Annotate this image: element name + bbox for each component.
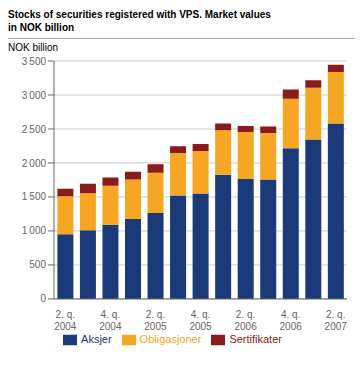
svg-text:2 500: 2 500: [22, 124, 47, 135]
svg-text:500: 500: [29, 259, 46, 270]
svg-text:2. q.2007: 2. q.2007: [325, 309, 348, 332]
html-text:Obligasjoner: Obligasjoner: [139, 332, 202, 345]
svg-text:4. q.2006: 4. q.2006: [280, 309, 303, 332]
svg-text:4. q.2004: 4. q.2004: [99, 309, 122, 332]
svg-text:2. q.2006: 2. q.2006: [234, 309, 257, 332]
svg-text:1 500: 1 500: [22, 191, 47, 202]
html-text:Aksjer: Aksjer: [81, 332, 112, 345]
svg-text:3 500: 3 500: [22, 56, 47, 67]
svg-text:0: 0: [40, 293, 46, 304]
html-text:NOK billion: NOK billion: [8, 42, 58, 53]
svg-text:2 000: 2 000: [22, 158, 47, 169]
svg-text:4. q.2005: 4. q.2005: [189, 309, 212, 332]
html-text:Stocks of securities registere: Stocks of securities registered with VPS…: [8, 9, 271, 33]
svg-text:3 000: 3 000: [22, 90, 47, 101]
svg-text:1 000: 1 000: [22, 225, 47, 236]
svg-text:2. q.2004: 2. q.2004: [54, 309, 77, 332]
svg-text:2. q.2005: 2. q.2005: [144, 309, 167, 332]
html-text:Sertifikater: Sertifikater: [229, 332, 282, 345]
